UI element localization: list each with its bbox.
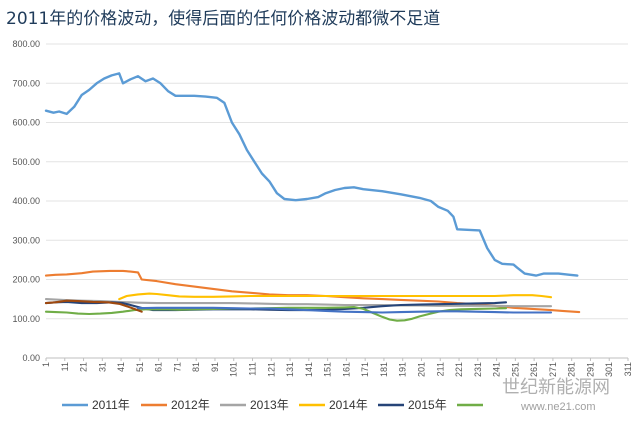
x-tick-label: 11	[60, 362, 70, 371]
y-tick-label: 800.00	[12, 39, 40, 49]
watermark-text: 世纪新能源网	[502, 377, 610, 398]
x-tick-label: 121	[266, 362, 276, 377]
series-line-7	[136, 306, 553, 314]
watermark-url: www.ne21.com	[520, 401, 596, 413]
series-line-6	[44, 305, 508, 322]
grid-layer	[45, 43, 629, 361]
series-layer	[44, 72, 581, 322]
x-tick-label: 21	[79, 362, 89, 372]
x-tick-label: 201	[416, 362, 426, 377]
x-tick-label: 1	[41, 362, 51, 367]
x-tick-label: 41	[116, 362, 126, 372]
x-tick-label: 51	[135, 362, 145, 372]
y-tick-label: 400.00	[12, 196, 40, 206]
chart-title: 2011年的价格波动，使得后面的任何价格波动都微不足道	[6, 9, 441, 29]
x-tick-label: 191	[398, 362, 408, 377]
x-tick-label: 281	[567, 362, 577, 377]
legend-label-1: 2011年	[92, 398, 130, 412]
x-tick-label: 91	[210, 362, 220, 372]
x-tick-label: 181	[379, 362, 389, 377]
x-tick-label: 241	[492, 362, 502, 377]
y-axis-ticks: 0.00 100.00 200.00 300.00 400.00 500.00 600.00…	[12, 39, 40, 363]
legend-label-2: 2012年	[171, 398, 210, 412]
legend: 2011年 2012年 2013年 2014年 2015年	[62, 398, 483, 412]
x-tick-label: 141	[304, 362, 314, 377]
x-tick-label: 131	[285, 362, 295, 377]
x-tick-label: 171	[360, 362, 370, 377]
x-tick-label: 31	[97, 362, 107, 372]
x-tick-label: 311	[623, 362, 633, 376]
x-tick-label: 221	[454, 362, 464, 377]
series-line-4	[118, 292, 553, 301]
x-tick-label: 101	[229, 362, 239, 377]
y-tick-label: 500.00	[12, 157, 40, 167]
x-tick-label: 251	[510, 362, 520, 377]
x-tick-label: 61	[154, 362, 164, 372]
y-tick-label: 0.00	[22, 353, 40, 363]
y-tick-label: 700.00	[12, 78, 40, 88]
x-tick-label: 161	[341, 362, 351, 377]
x-tick-label: 291	[585, 362, 595, 377]
x-tick-label: 81	[191, 362, 201, 372]
series-line-1	[44, 72, 579, 277]
y-tick-label: 300.00	[12, 235, 40, 245]
watermark: 世纪新能源网 www.ne21.com	[502, 377, 610, 413]
x-tick-label: 151	[323, 362, 333, 377]
y-tick-label: 600.00	[12, 118, 40, 128]
legend-label-5: 2015年	[408, 398, 447, 412]
series-line-3	[44, 298, 553, 308]
series-line-8	[44, 299, 143, 313]
x-tick-label: 261	[529, 362, 539, 377]
y-tick-label: 200.00	[12, 275, 40, 285]
x-tick-label: 231	[473, 362, 483, 377]
legend-label-3: 2013年	[250, 398, 289, 412]
x-tick-label: 301	[604, 362, 614, 377]
x-tick-label: 211	[435, 362, 445, 376]
x-tick-label: 271	[548, 362, 558, 377]
y-tick-label: 100.00	[12, 314, 40, 324]
x-tick-label: 111	[248, 362, 258, 376]
x-axis-ticks: 1 11 21 31 41 51 61 71 81 91 101 111 121 131 141 151 161…	[41, 362, 633, 377]
legend-label-4: 2014年	[329, 398, 368, 412]
x-tick-label: 71	[172, 362, 182, 372]
